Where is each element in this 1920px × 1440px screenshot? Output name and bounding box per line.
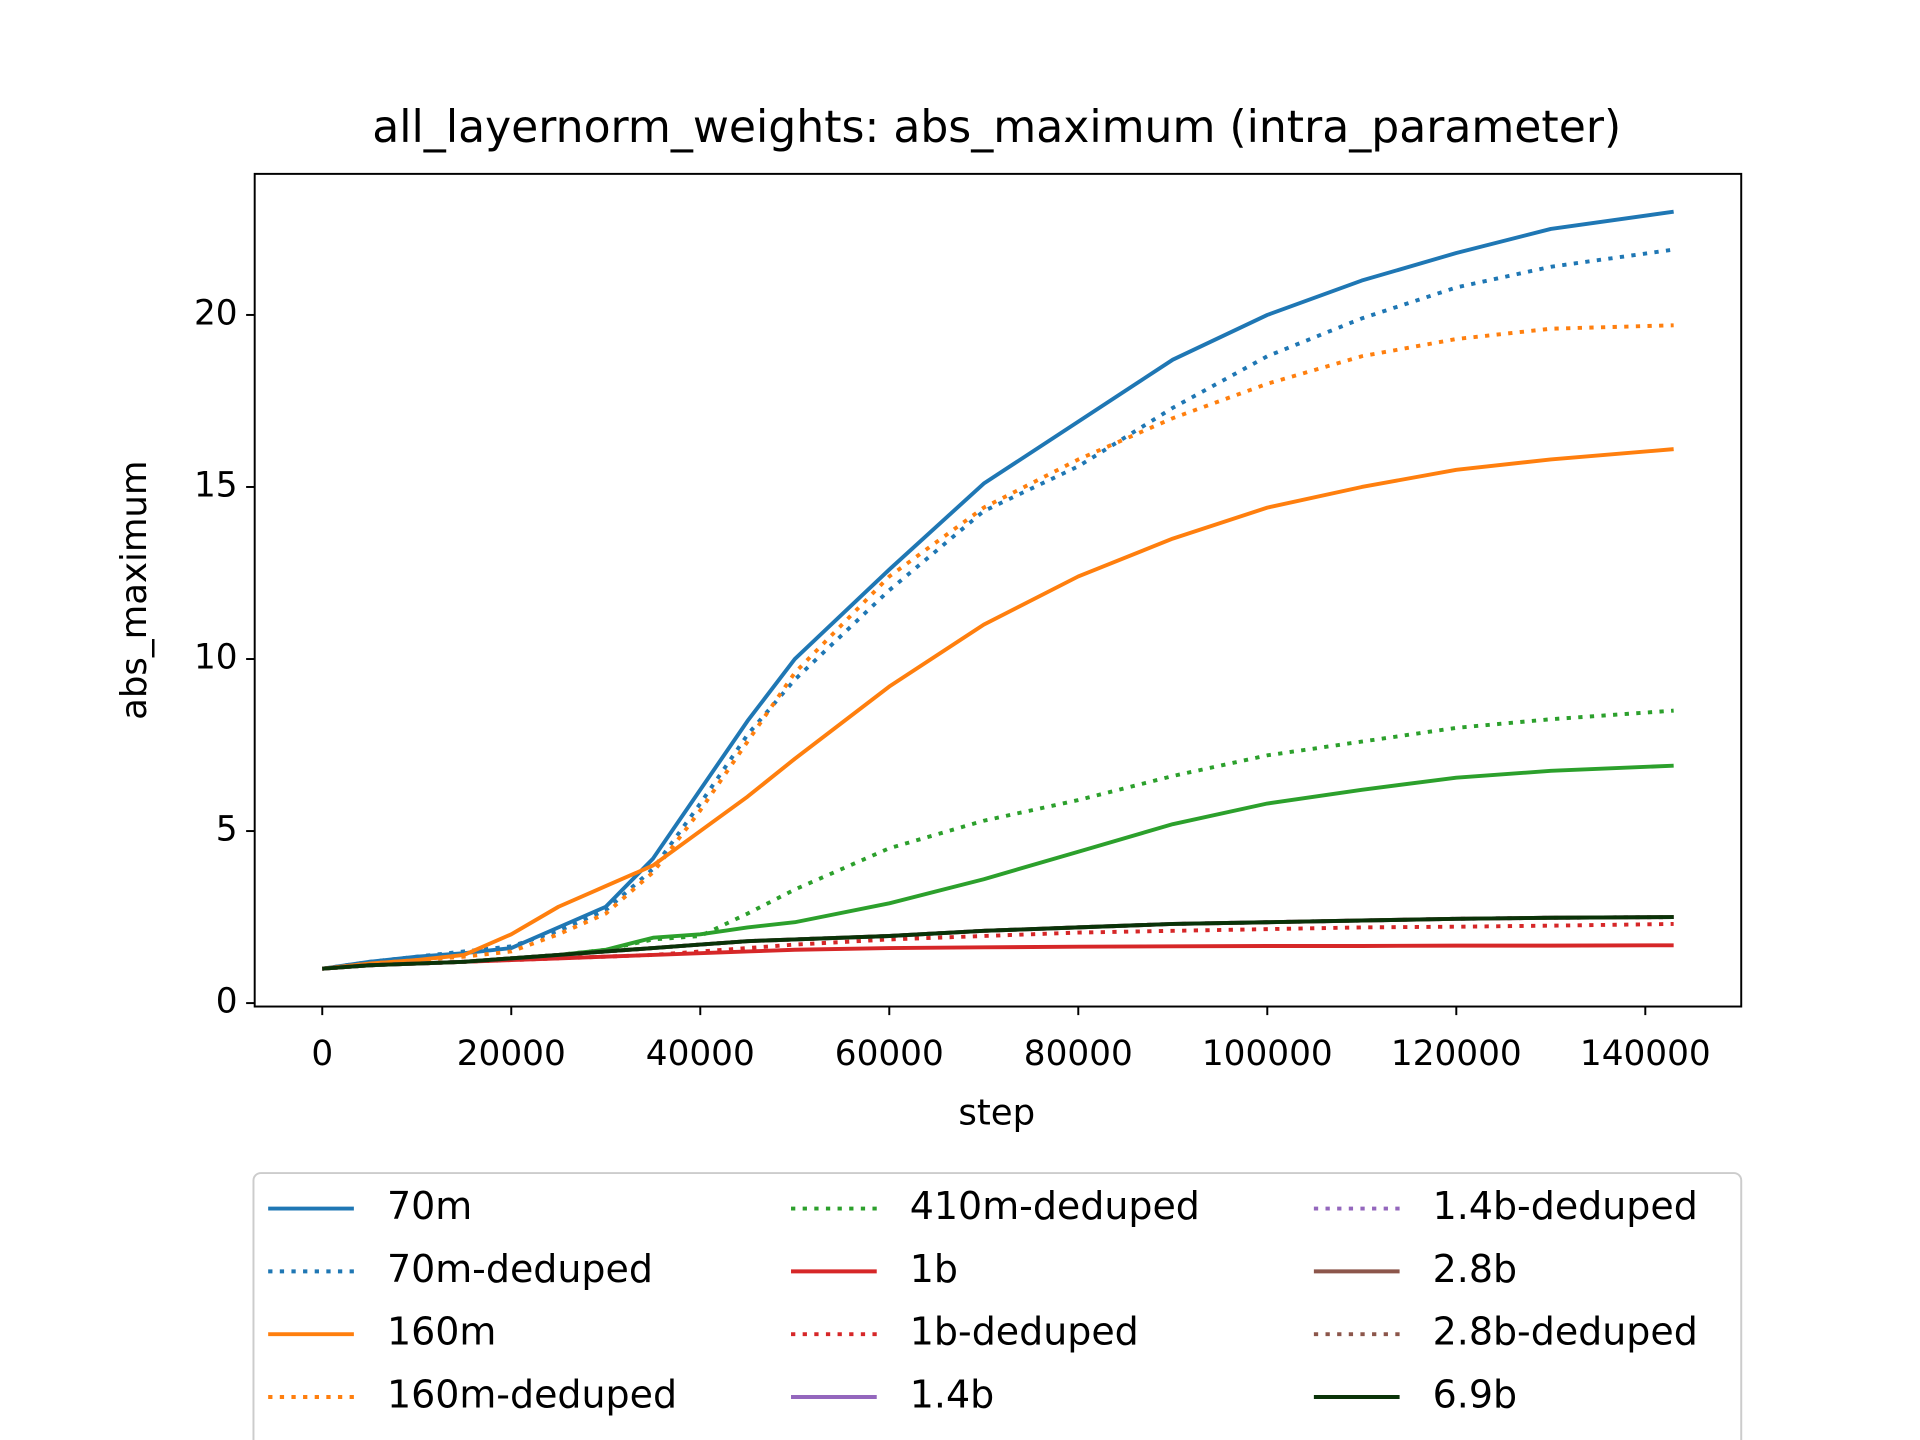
x-tick-label: 100000: [1202, 1034, 1333, 1074]
legend-label: 160m-deduped: [387, 1373, 677, 1417]
legend-label: 1.4b-deduped: [1433, 1184, 1698, 1228]
x-tick-label: 0: [311, 1034, 333, 1074]
series-line: [322, 915, 1674, 971]
series-line: [321, 209, 1674, 971]
legend-label: 410m-deduped: [910, 1184, 1200, 1228]
series-line: [322, 763, 1674, 971]
legend-label: 70m: [387, 1184, 472, 1228]
y-tick-label: 10: [194, 638, 238, 678]
y-tick-label: 20: [194, 293, 238, 333]
series-line: [322, 323, 1674, 971]
y-tick-label: 15: [194, 465, 238, 505]
legend-label: 1.4b: [910, 1373, 994, 1417]
x-axis-label: step: [958, 1092, 1035, 1133]
legend-label: 160m: [387, 1310, 496, 1354]
series-line: [322, 921, 1674, 971]
x-tick-label: 140000: [1580, 1034, 1711, 1074]
series-line: [321, 247, 1674, 971]
legend-label: 1b: [910, 1247, 958, 1291]
legend-label: 6.9b: [1433, 1373, 1517, 1417]
legend-box: [252, 1172, 1743, 1440]
series-line: [322, 447, 1674, 971]
legend-label: 70m-deduped: [387, 1247, 653, 1291]
x-tick-label: 120000: [1391, 1034, 1522, 1074]
y-axis-label: abs_maximum: [114, 461, 155, 720]
legend-label: 1b-deduped: [910, 1310, 1139, 1354]
chart-title: all_layernorm_weights: abs_maximum (intr…: [372, 102, 1621, 153]
y-tick-label: 0: [216, 982, 238, 1022]
legend-label: 2.8b-deduped: [1433, 1310, 1698, 1354]
y-tick-label: 5: [216, 810, 238, 850]
x-tick-label: 80000: [1024, 1034, 1133, 1074]
plot-frame: [253, 172, 1743, 1008]
x-tick-label: 40000: [646, 1034, 755, 1074]
x-tick-label: 20000: [457, 1034, 566, 1074]
x-tick-label: 60000: [835, 1034, 944, 1074]
legend-label: 2.8b: [1433, 1247, 1517, 1291]
